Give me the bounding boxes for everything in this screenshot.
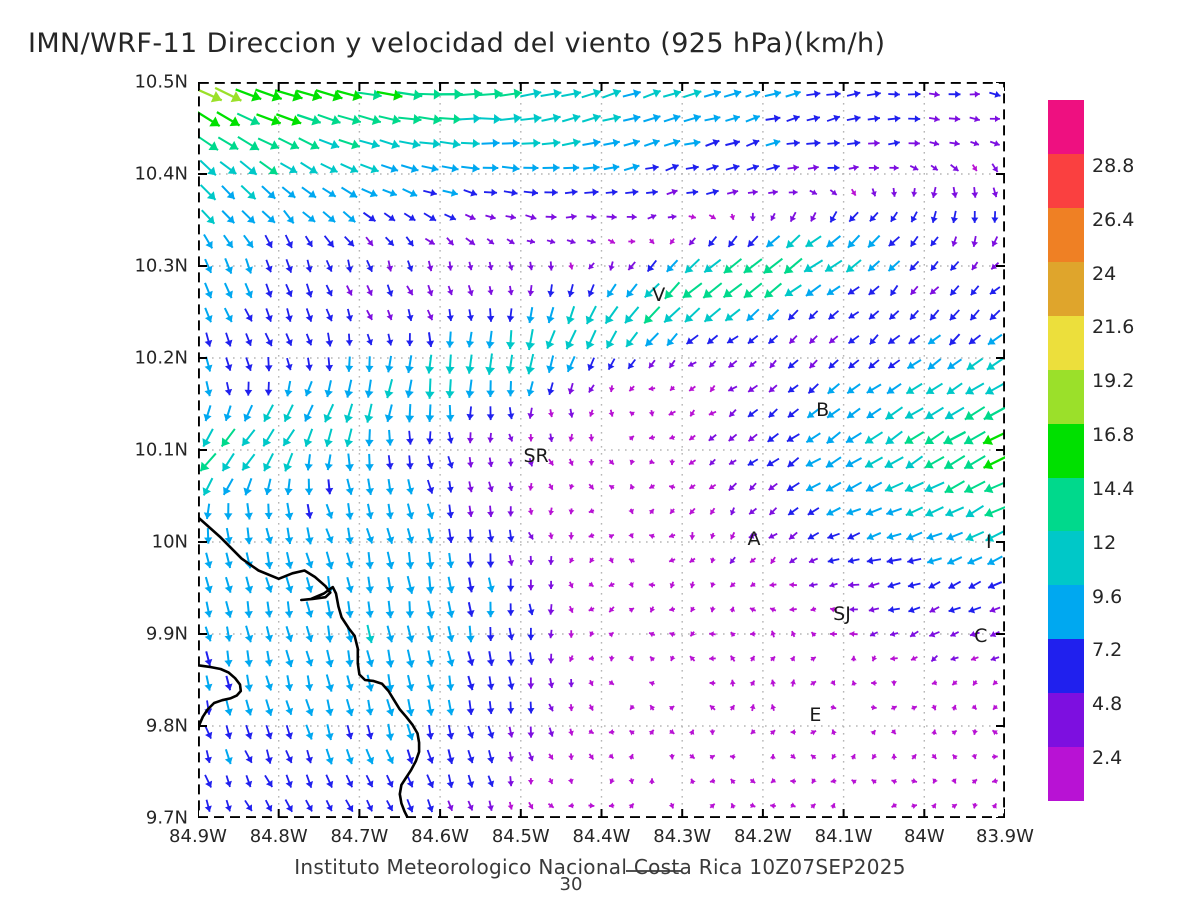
x-axis-tick-label: 84.5W [491,826,550,847]
y-axis-tick-label: 10.5N [134,71,188,93]
colorbar-tick-label: 26.4 [1092,208,1135,231]
footer-credit: Instituto Meteorologico Nacional Costa R… [294,855,906,879]
x-axis-tick-label: 84W [903,826,945,847]
x-axis-tick-label: 84.8W [249,826,308,847]
colorbar-band [1048,423,1084,478]
colorbar-band [1048,369,1084,424]
map-label-sj: SJ [833,602,851,625]
x-axis-tick-label: 84.9W [169,826,227,847]
colorbar-band [1048,207,1084,263]
colorbar-band [1048,153,1084,209]
y-axis-tick-label: 10N [151,531,188,553]
map-label-c: C [974,624,988,647]
colorbar-band [1048,584,1084,640]
y-axis-tick-label: 10.3N [134,255,188,277]
chart-title: IMN/WRF-11 Direccion y velocidad del vie… [28,28,886,59]
colorbar-band [1048,530,1084,586]
y-axis-tick-label: 9.8N [145,715,188,737]
x-axis-tick-label: 84.1W [814,826,873,847]
map-label-a: A [747,528,761,551]
colorbar-band [1048,315,1084,370]
colorbar-band [1048,476,1084,532]
x-axis-tick-label: 84.4W [572,826,631,847]
colorbar-tick-label: 9.6 [1092,585,1123,608]
colorbar-tick-label: 4.8 [1092,693,1123,716]
y-axis-tick-label: 9.7N [145,807,188,829]
map-label-sr: SR [523,445,549,468]
colorbar-tick-label: 19.2 [1092,370,1135,393]
x-axis-tick-label: 84.7W [330,826,389,847]
vector-field-svg [198,82,1005,818]
y-axis-tick-label: 10.1N [134,439,188,461]
map-label-b: B [816,399,830,422]
colorbar-tick-label: 7.2 [1092,639,1123,662]
x-axis-tick-label: 84.6W [411,826,470,847]
colorbar-tick-label: 12 [1092,531,1117,554]
reference-vector-label: 30 [559,874,583,895]
map-label-i: I [986,531,992,553]
plot-area [198,82,1005,818]
x-axis-tick-label: 84.2W [733,826,792,847]
map-label-e: E [809,703,822,726]
colorbar-tick-label: 28.8 [1092,154,1135,177]
y-axis-tick-label: 9.9N [145,623,188,645]
y-axis-tick-label: 10.4N [134,163,188,185]
colorbar-band [1048,638,1084,693]
colorbar-band [1048,692,1084,747]
x-axis-tick-label: 84.3W [653,826,712,847]
y-axis-tick-label: 10.2N [134,347,188,369]
colorbar-tick-label: 24 [1092,262,1117,285]
reference-vector [626,870,682,872]
colorbar-band [1048,261,1084,316]
colorbar-band [1048,746,1084,801]
colorbar [1048,100,1084,801]
x-axis-tick-label: 83.9W [976,826,1034,847]
colorbar-tick-label: 14.4 [1092,477,1135,500]
colorbar-tick-label: 21.6 [1092,316,1135,339]
map-label-v: V [652,284,666,307]
colorbar-tick-label: 2.4 [1092,747,1123,770]
colorbar-tick-label: 16.8 [1092,424,1135,447]
colorbar-band [1048,100,1084,155]
